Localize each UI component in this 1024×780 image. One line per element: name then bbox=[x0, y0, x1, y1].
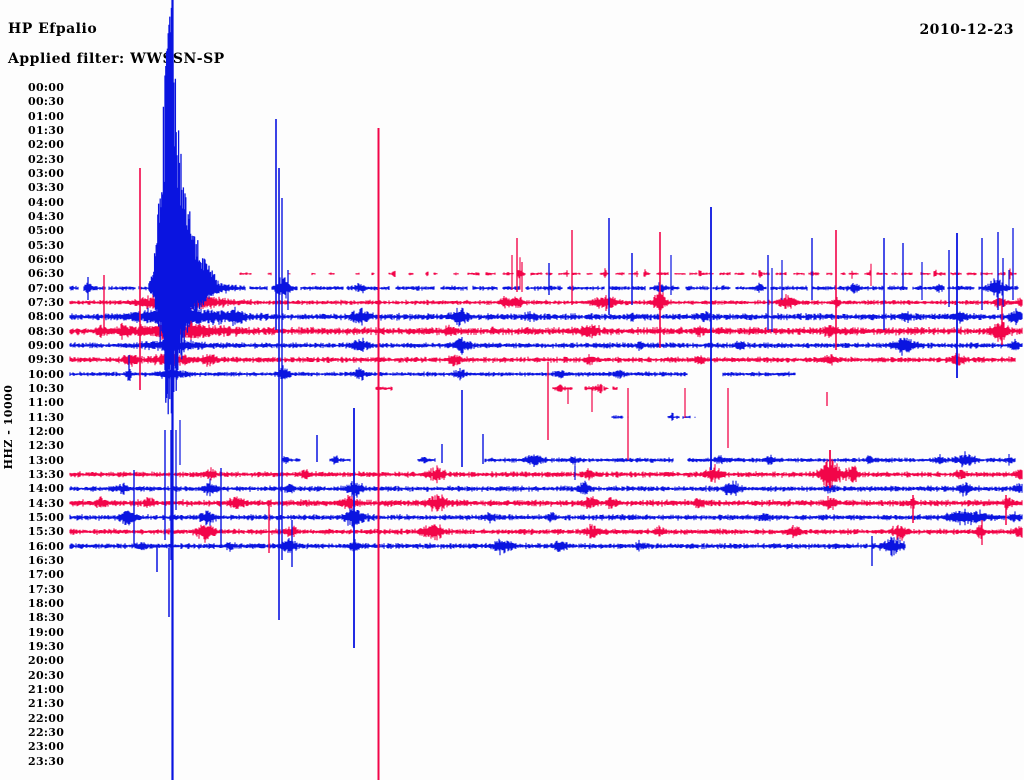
time-label: 15:00 bbox=[28, 510, 65, 524]
trace-row-11:30 bbox=[611, 412, 696, 421]
time-label: 20:30 bbox=[28, 668, 65, 682]
trace-row-10:30 bbox=[375, 383, 618, 394]
time-label: 23:30 bbox=[28, 754, 65, 768]
time-label: 06:00 bbox=[28, 252, 65, 266]
time-label: 19:00 bbox=[28, 625, 65, 639]
time-label: 16:00 bbox=[28, 539, 65, 553]
station-title: HP Efpalio bbox=[8, 21, 98, 37]
time-label: 09:30 bbox=[28, 353, 65, 367]
time-label: 12:30 bbox=[28, 439, 65, 453]
time-label: 17:00 bbox=[28, 568, 65, 582]
time-label: 09:00 bbox=[28, 338, 65, 352]
time-label: 07:00 bbox=[28, 281, 65, 295]
trace-row-13:00 bbox=[281, 451, 1016, 468]
time-label: 04:00 bbox=[28, 195, 65, 209]
time-label: 16:30 bbox=[28, 553, 65, 567]
time-label: 02:30 bbox=[28, 152, 65, 166]
trace-row-13:30 bbox=[69, 458, 1023, 490]
time-label: 15:30 bbox=[28, 525, 65, 539]
time-label: 11:00 bbox=[28, 396, 65, 410]
time-label: 01:30 bbox=[28, 123, 65, 137]
time-label: 01:00 bbox=[28, 109, 65, 123]
time-label: 04:30 bbox=[28, 209, 65, 223]
time-label: 21:30 bbox=[28, 697, 65, 711]
time-label: 05:30 bbox=[28, 238, 65, 252]
trace-row-08:00 bbox=[69, 305, 1023, 329]
time-label: 20:00 bbox=[28, 654, 65, 668]
time-label: 08:30 bbox=[28, 324, 65, 338]
time-label: 03:30 bbox=[28, 181, 65, 195]
time-label: 00:00 bbox=[28, 81, 65, 94]
time-label: 22:30 bbox=[28, 725, 65, 739]
trace-row-16:00 bbox=[69, 536, 906, 557]
time-label: 03:00 bbox=[28, 166, 65, 180]
time-label: 18:30 bbox=[28, 611, 65, 625]
time-label: 02:00 bbox=[28, 138, 65, 152]
date-label: 2010-12-23 bbox=[919, 22, 1014, 38]
trace-row-09:00 bbox=[69, 337, 1023, 356]
time-label: 05:00 bbox=[28, 224, 65, 238]
trace-row-06:30 bbox=[239, 257, 1017, 290]
trace-row-15:00 bbox=[69, 508, 1023, 528]
time-label: 08:00 bbox=[28, 310, 65, 324]
time-label: 00:30 bbox=[28, 95, 65, 109]
time-label: 21:00 bbox=[28, 682, 65, 696]
time-label: 18:00 bbox=[28, 596, 65, 610]
time-label: 10:30 bbox=[28, 381, 65, 395]
time-label: 13:00 bbox=[28, 453, 65, 467]
trace-row-10:00 bbox=[69, 365, 796, 381]
time-label: 19:30 bbox=[28, 639, 65, 653]
time-label: 13:30 bbox=[28, 467, 65, 481]
trace-row-14:30 bbox=[69, 494, 1023, 512]
trace-row-09:30 bbox=[69, 352, 1016, 368]
time-label: 06:30 bbox=[28, 267, 65, 281]
time-label: 14:00 bbox=[28, 482, 65, 496]
time-label: 17:30 bbox=[28, 582, 65, 596]
time-label: 07:30 bbox=[28, 295, 65, 309]
time-label: 23:00 bbox=[28, 740, 65, 754]
big-earthquake-event bbox=[148, 7, 217, 424]
trace-row-14:00 bbox=[69, 478, 1023, 498]
time-label: 22:00 bbox=[28, 711, 65, 725]
time-label: 11:30 bbox=[28, 410, 65, 424]
time-label: 14:30 bbox=[28, 496, 65, 510]
trace-row-15:30 bbox=[69, 523, 1023, 543]
time-label: 12:00 bbox=[28, 424, 65, 438]
time-label: 10:00 bbox=[28, 367, 65, 381]
